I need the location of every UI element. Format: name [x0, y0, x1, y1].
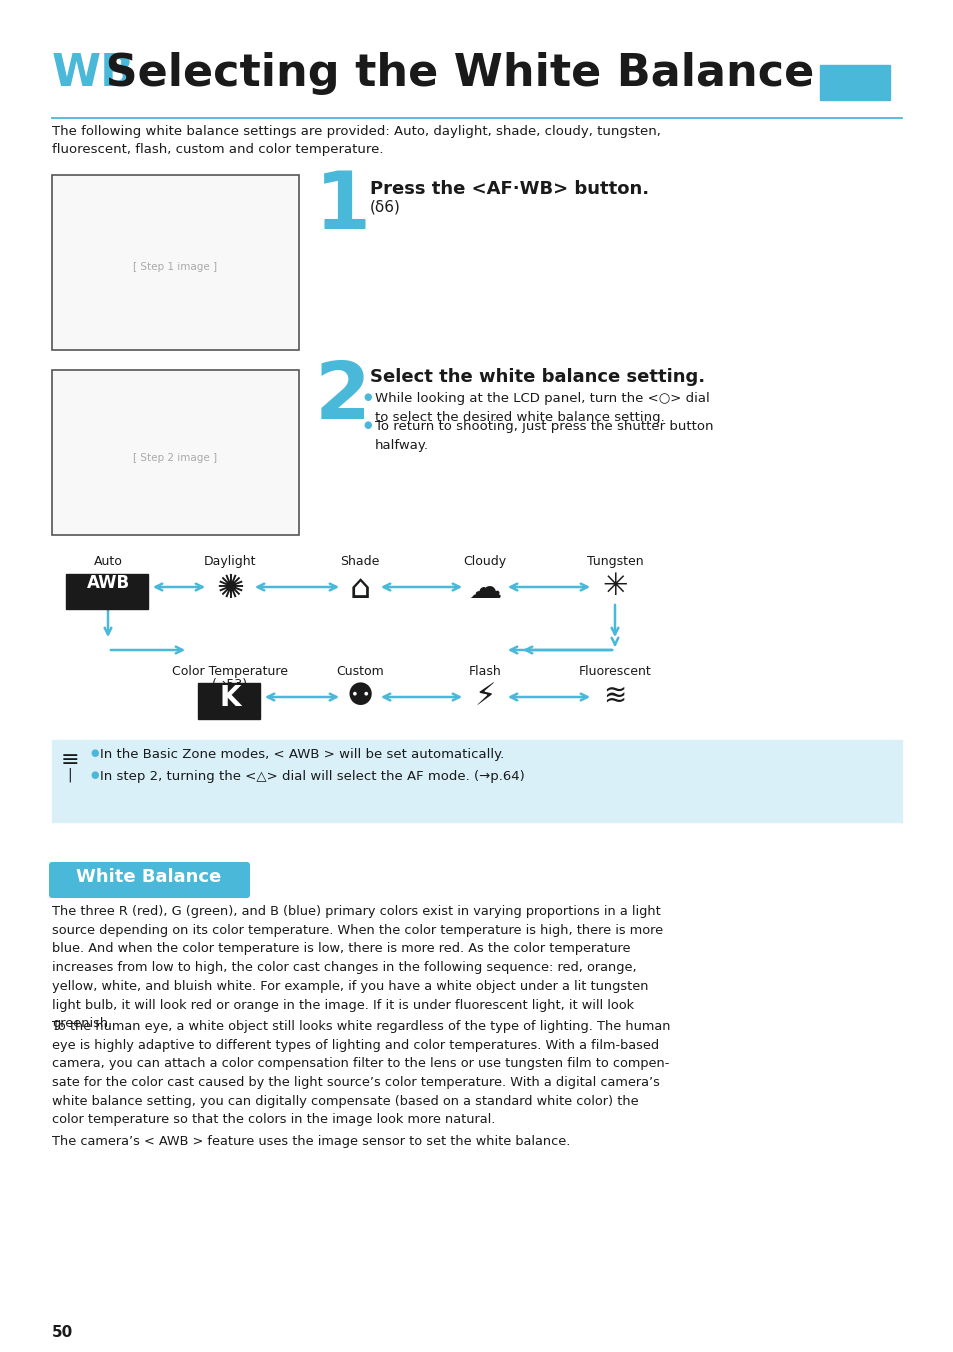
Text: ⌂: ⌂: [349, 572, 370, 604]
Text: 1: 1: [314, 168, 371, 246]
Text: [ Step 1 image ]: [ Step 1 image ]: [132, 262, 217, 272]
Text: White Balance: White Balance: [76, 868, 221, 886]
Text: The camera’s < AWB > feature uses the image sensor to set the white balance.: The camera’s < AWB > feature uses the im…: [52, 1134, 570, 1148]
Text: 2: 2: [314, 358, 371, 435]
Text: Select the white balance setting.: Select the white balance setting.: [370, 368, 704, 387]
Text: 50: 50: [52, 1325, 73, 1340]
Bar: [820, 65, 889, 100]
Bar: [66, 575, 148, 608]
Text: Press the <AF·WB> button.: Press the <AF·WB> button.: [370, 180, 648, 197]
Text: The three R (red), G (green), and B (blue) primary colors exist in varying propo: The three R (red), G (green), and B (blu…: [52, 904, 662, 1030]
Text: ✺: ✺: [215, 572, 244, 604]
Text: Fluorescent: Fluorescent: [578, 665, 651, 677]
Text: In the Basic Zone modes, < AWB > will be set automatically.: In the Basic Zone modes, < AWB > will be…: [100, 748, 504, 761]
Text: ●: ●: [363, 420, 371, 430]
FancyBboxPatch shape: [49, 863, 250, 898]
Text: ●: ●: [90, 771, 98, 780]
Text: Flash: Flash: [468, 665, 501, 677]
Text: (δ6): (δ6): [370, 200, 400, 215]
FancyBboxPatch shape: [52, 370, 298, 535]
Text: |: |: [68, 768, 72, 783]
Text: ≋: ≋: [602, 681, 626, 710]
Bar: [52, 740, 901, 822]
Text: [ Step 2 image ]: [ Step 2 image ]: [132, 453, 217, 462]
Text: ≡: ≡: [61, 750, 79, 771]
Text: ☁: ☁: [468, 572, 501, 604]
Text: Auto: Auto: [93, 556, 122, 568]
Text: ●: ●: [363, 392, 371, 402]
Text: Cloudy: Cloudy: [463, 556, 506, 568]
Text: In step 2, turning the <△> dial will select the AF mode. (→p.64): In step 2, turning the <△> dial will sel…: [100, 771, 524, 783]
Text: WB: WB: [52, 51, 135, 95]
Text: While looking at the LCD panel, turn the <○> dial
to select the desired white ba: While looking at the LCD panel, turn the…: [375, 392, 709, 423]
Text: Daylight: Daylight: [204, 556, 256, 568]
Text: The following white balance settings are provided: Auto, daylight, shade, cloudy: The following white balance settings are…: [52, 124, 660, 157]
Text: Tungsten: Tungsten: [586, 556, 642, 568]
Text: ⚉: ⚉: [346, 681, 374, 711]
Text: K: K: [219, 684, 240, 713]
Text: Shade: Shade: [340, 556, 379, 568]
Text: To return to shooting, just press the shutter button
halfway.: To return to shooting, just press the sh…: [375, 420, 713, 452]
Text: ⚡: ⚡: [474, 681, 496, 711]
Text: ●: ●: [90, 748, 98, 758]
Text: Custom: Custom: [335, 665, 383, 677]
Text: To the human eye, a white object still looks white regardless of the type of lig: To the human eye, a white object still l…: [52, 1019, 670, 1126]
Text: Selecting the White Balance: Selecting the White Balance: [90, 51, 814, 95]
Bar: [198, 683, 260, 719]
Text: AWB: AWB: [87, 575, 130, 592]
Text: (→53): (→53): [212, 677, 248, 691]
FancyBboxPatch shape: [52, 174, 298, 350]
Text: ✳: ✳: [601, 572, 627, 602]
Text: Color Temperature: Color Temperature: [172, 665, 288, 677]
